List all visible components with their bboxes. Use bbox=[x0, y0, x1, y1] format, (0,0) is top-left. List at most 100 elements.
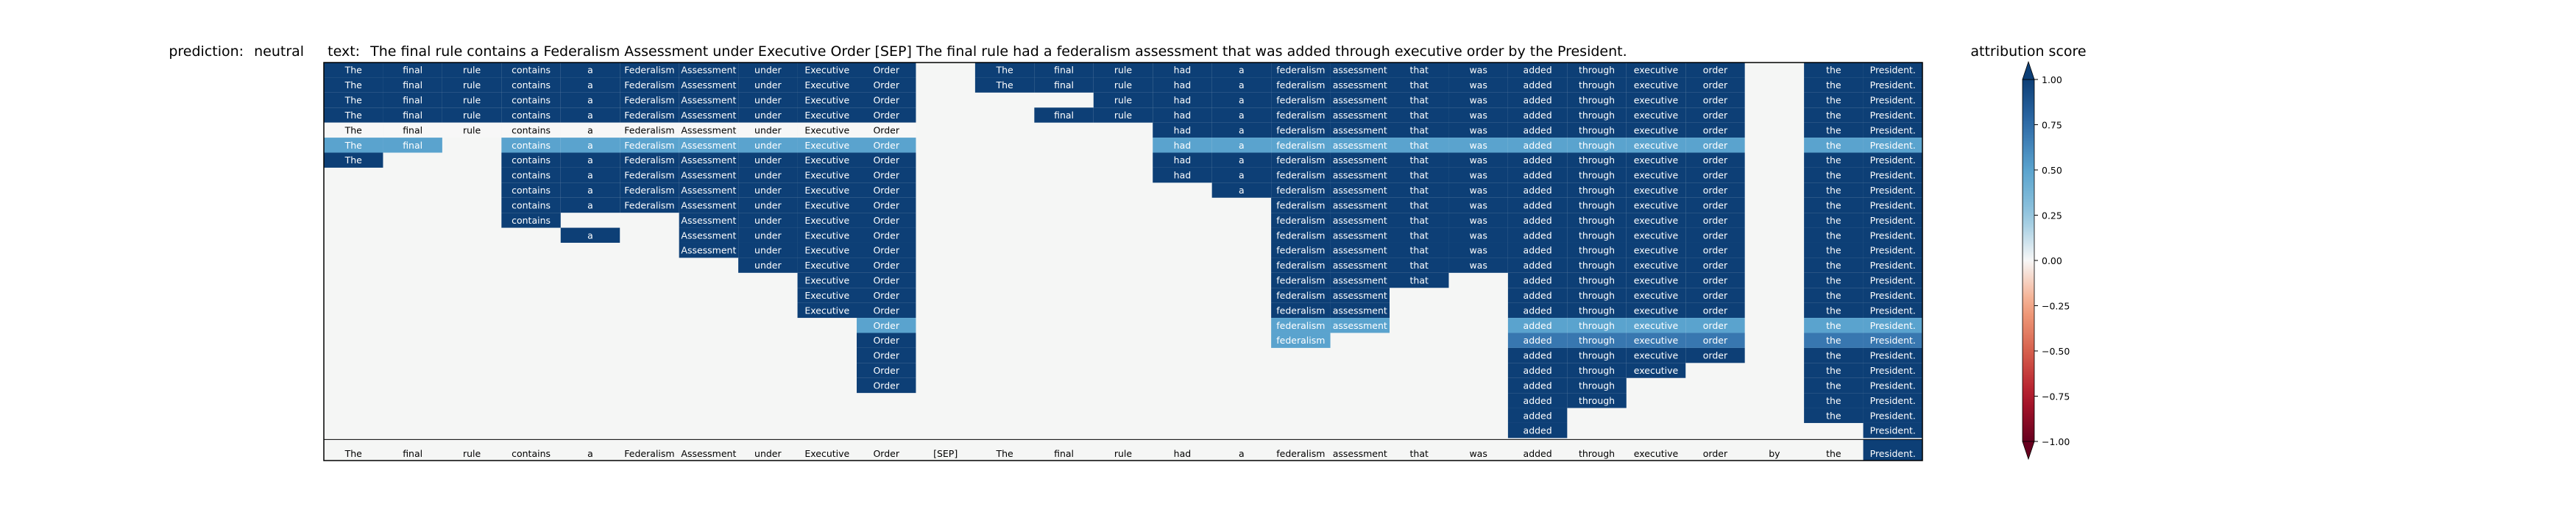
heatmap-cell bbox=[1390, 242, 1449, 258]
heatmap-cell bbox=[857, 242, 916, 258]
heatmap-cell bbox=[1626, 167, 1686, 183]
cell-token-label: through bbox=[1579, 305, 1615, 316]
heatmap-cell bbox=[560, 63, 620, 78]
heatmap-cell bbox=[1390, 213, 1449, 228]
cell-token-label: assessment bbox=[1333, 260, 1387, 271]
x-tick-label: Assessment bbox=[681, 448, 736, 459]
heatmap-cell bbox=[1211, 167, 1272, 183]
heatmap-cell bbox=[1567, 122, 1627, 138]
heatmap-cell bbox=[1507, 107, 1568, 123]
cell-token-label: Order bbox=[873, 140, 899, 151]
heatmap-cell bbox=[1153, 138, 1212, 153]
heatmap-cell bbox=[1804, 107, 1864, 123]
heatmap-cell bbox=[1804, 347, 1864, 363]
cell-token-label: federalism bbox=[1276, 320, 1325, 331]
heatmap-cell bbox=[1507, 152, 1568, 168]
cell-token-label: Executive bbox=[804, 305, 849, 316]
cell-token-label: the bbox=[1826, 230, 1841, 241]
cell-token-label: the bbox=[1826, 380, 1841, 391]
heatmap-cell bbox=[324, 92, 383, 108]
cell-token-label: through bbox=[1579, 65, 1615, 76]
heatmap-cell bbox=[1863, 302, 1922, 319]
cell-token-label: assessment bbox=[1333, 79, 1387, 90]
cell-token-label: the bbox=[1826, 140, 1841, 151]
heatmap-cell bbox=[1626, 347, 1686, 363]
cell-token-label: that bbox=[1410, 199, 1429, 210]
cell-token-label: through bbox=[1579, 230, 1615, 241]
cell-token-label: Assessment bbox=[681, 154, 736, 166]
heatmap-cell bbox=[1153, 77, 1212, 93]
plot-frame bbox=[323, 62, 1923, 461]
cell-token-label: assessment bbox=[1333, 230, 1387, 241]
cell-token-label: contains bbox=[512, 65, 551, 76]
cell-token-label: federalism bbox=[1276, 154, 1325, 166]
heatmap-cell bbox=[1685, 182, 1745, 198]
colorbar-tick-label: −1.00 bbox=[2042, 436, 2070, 447]
heatmap-cell bbox=[1567, 377, 1627, 394]
cell-token-label: had bbox=[1174, 170, 1192, 181]
cell-token-label: President. bbox=[1870, 215, 1916, 226]
cell-token-label: The bbox=[995, 65, 1013, 76]
heatmap-cell bbox=[1626, 213, 1686, 228]
heatmap-cell bbox=[501, 63, 561, 78]
heatmap-cell bbox=[1567, 347, 1627, 363]
heatmap-cell bbox=[797, 272, 857, 288]
heatmap-cell bbox=[974, 77, 1035, 93]
cell-token-label: that bbox=[1410, 124, 1429, 135]
cell-token-label: assessment bbox=[1333, 185, 1387, 196]
cell-token-label: Order bbox=[873, 320, 899, 331]
cell-token-label: through bbox=[1579, 79, 1615, 90]
heatmap-cell bbox=[797, 258, 857, 273]
heatmap-cell bbox=[1567, 242, 1627, 258]
cell-token-label: rule bbox=[1114, 95, 1133, 106]
cell-token-label: contains bbox=[512, 110, 551, 121]
heatmap-cell bbox=[1390, 152, 1449, 168]
heatmap-cell bbox=[1685, 272, 1745, 288]
cell-token-label: executive bbox=[1634, 350, 1679, 361]
colorbar-tick-label: −0.25 bbox=[2042, 301, 2070, 312]
heatmap-cell bbox=[1685, 227, 1745, 243]
heatmap-cell bbox=[679, 213, 739, 228]
cell-token-label: Assessment bbox=[681, 185, 736, 196]
cell-token-label: added bbox=[1524, 350, 1552, 361]
heatmap-cell bbox=[324, 107, 383, 123]
heatmap-cell bbox=[1448, 138, 1508, 153]
x-tick-label: [SEP] bbox=[933, 448, 958, 459]
cell-token-label: President. bbox=[1870, 230, 1916, 241]
cell-token-label: Federalism bbox=[624, 79, 674, 90]
cell-token-label: that bbox=[1410, 260, 1429, 271]
cell-token-label: under bbox=[754, 79, 782, 90]
cell-token-label: a bbox=[587, 185, 593, 196]
cell-token-label: Order bbox=[873, 305, 899, 316]
cell-token-label: Assessment bbox=[681, 65, 736, 76]
cell-token-label: order bbox=[1703, 79, 1728, 90]
text-label: text: bbox=[328, 43, 360, 60]
x-tick-label: under bbox=[754, 448, 782, 459]
heatmap-cell bbox=[738, 77, 798, 93]
heatmap-cell bbox=[797, 152, 857, 168]
figure-title: prediction: neutral text: The final rule… bbox=[169, 43, 1627, 60]
cell-token-label: Federalism bbox=[624, 65, 674, 76]
heatmap-cell bbox=[1330, 302, 1390, 319]
heatmap-cell bbox=[1390, 63, 1449, 78]
cell-token-label: the bbox=[1826, 350, 1841, 361]
cell-token-label: executive bbox=[1634, 110, 1679, 121]
heatmap-cell bbox=[560, 227, 620, 243]
heatmap-cell bbox=[1567, 213, 1627, 228]
cell-token-label: a bbox=[587, 124, 593, 135]
heatmap-cell bbox=[1330, 258, 1390, 273]
cell-token-label: executive bbox=[1634, 305, 1679, 316]
cell-token-label: rule bbox=[1114, 65, 1133, 76]
heatmap-cell bbox=[1093, 92, 1153, 108]
cell-token-label: Assessment bbox=[681, 140, 736, 151]
cell-token-label: the bbox=[1826, 410, 1841, 421]
cell-token-label: Assessment bbox=[681, 199, 736, 210]
x-tick-label: Order bbox=[873, 448, 899, 459]
prediction-label: prediction: bbox=[169, 43, 244, 60]
heatmap-cell bbox=[1330, 288, 1390, 303]
cell-token-label: a bbox=[1239, 170, 1245, 181]
heatmap-cell bbox=[1507, 138, 1568, 153]
heatmap-cell bbox=[797, 213, 857, 228]
cell-token-label: final bbox=[403, 110, 422, 121]
heatmap-cell bbox=[383, 122, 442, 138]
